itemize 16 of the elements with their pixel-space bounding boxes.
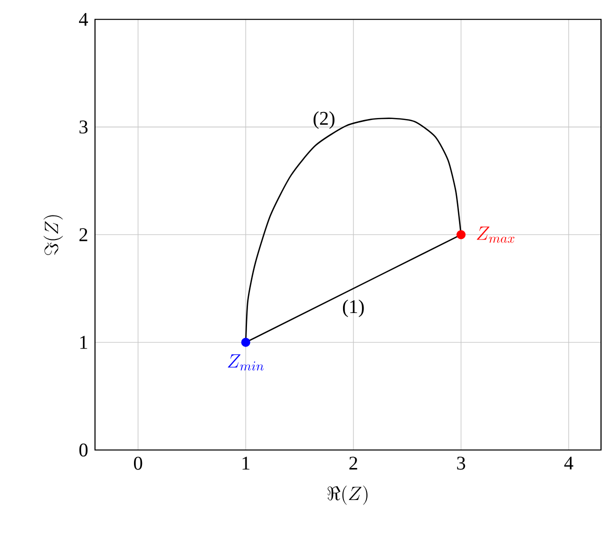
y-tick-label: 4 <box>79 12 88 26</box>
x-tick-label: 0 <box>134 456 142 470</box>
y-tick-label: 1 <box>80 336 88 349</box>
x-axis-title: $\Re(Z)$ <box>328 486 368 505</box>
x-tick-label: 1 <box>242 456 250 470</box>
x-tick-label: 4 <box>564 456 574 470</box>
y-axis-title: $\Im(Z)$ <box>44 215 63 255</box>
series-label: $Z_{max}$ <box>476 226 514 243</box>
x-tick-label: 3 <box>457 456 466 470</box>
series-label: $Z_{min}$ <box>228 354 264 371</box>
x-tick-label: 2 <box>349 456 358 470</box>
series-label: (2) <box>314 111 334 129</box>
y-tick-label: 0 <box>79 443 88 457</box>
series-label: (1) <box>342 300 364 318</box>
y-tick-label: 3 <box>80 120 88 134</box>
y-tick-label: 2 <box>79 228 88 242</box>
